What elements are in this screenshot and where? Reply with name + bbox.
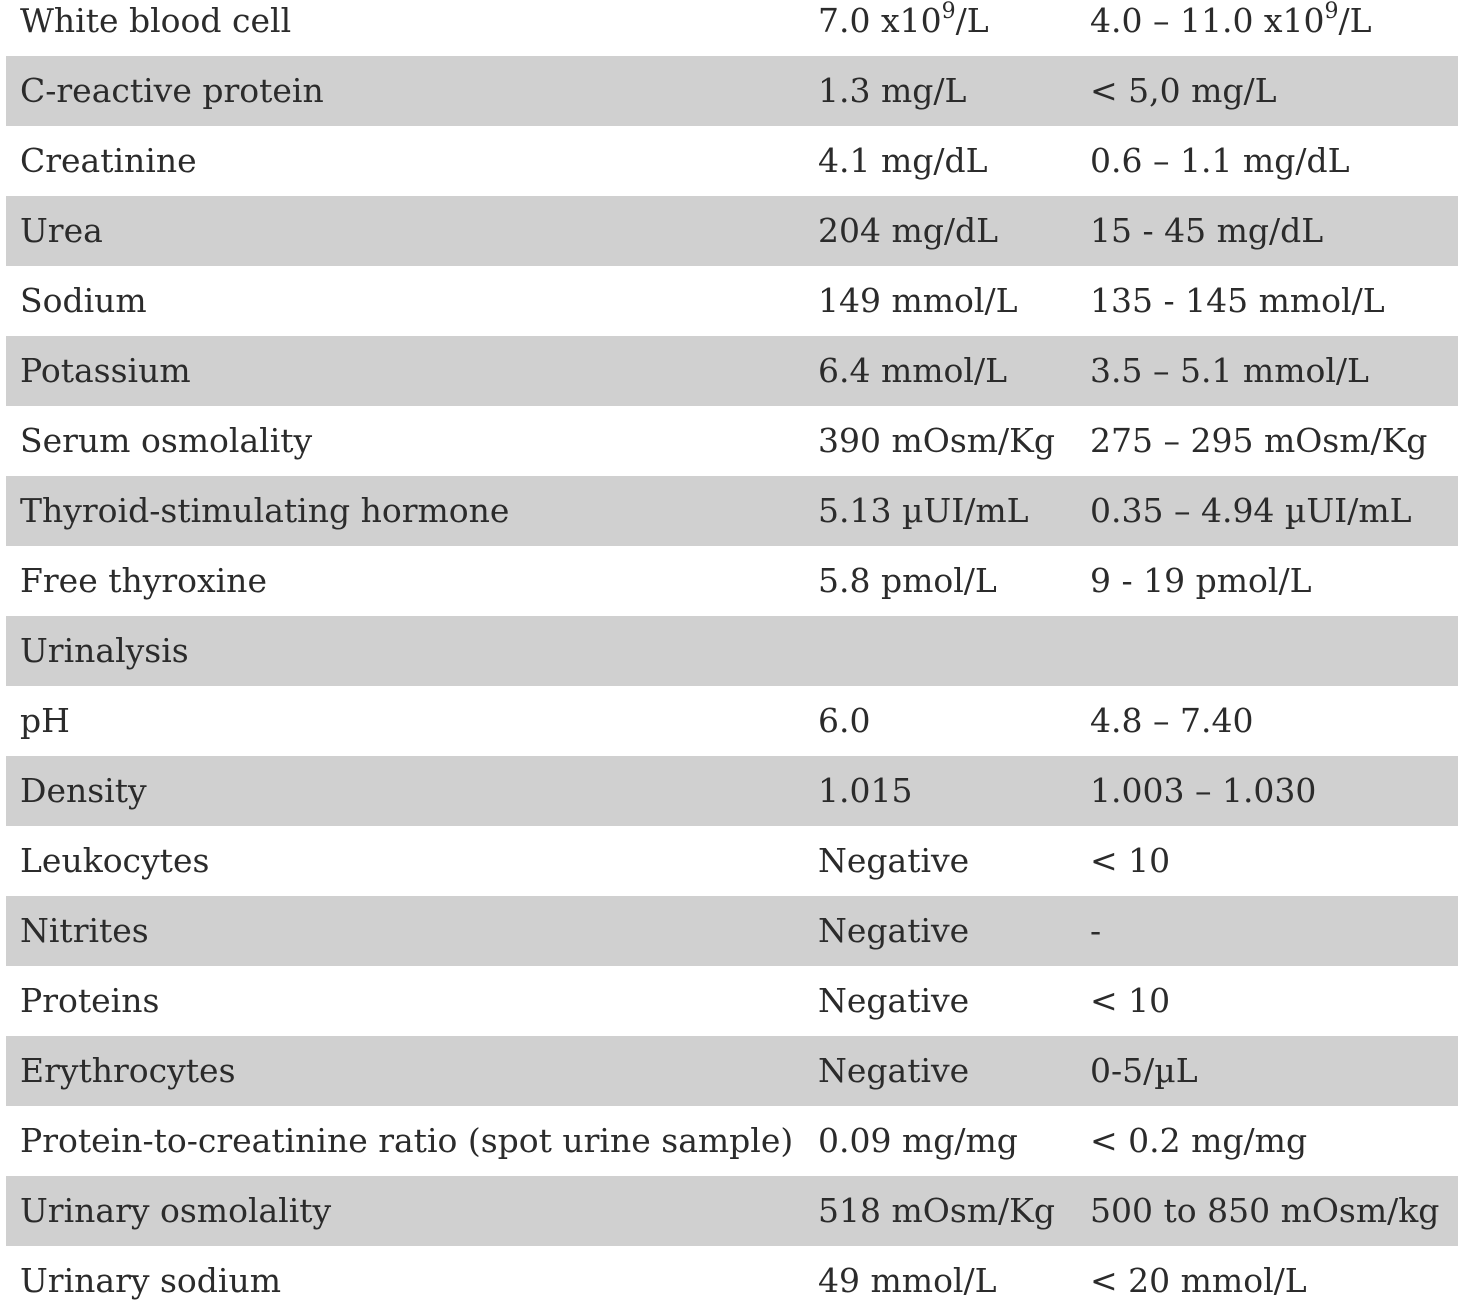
result-value: 6.4 mmol/L — [818, 351, 1008, 390]
reference-range: 0-5/µL — [1090, 1051, 1198, 1090]
reference-range: 4.0 – 11.0 x109/L — [1090, 0, 1372, 41]
section-title: Urinalysis — [20, 631, 189, 670]
table-row: Erythrocytes Negative 0-5/µL — [6, 1036, 1458, 1106]
result-value: 4.1 mg/dL — [818, 141, 988, 180]
test-name: Leukocytes — [20, 841, 210, 880]
test-name: Proteins — [20, 981, 160, 1020]
table-section-header: Urinalysis — [6, 616, 1458, 686]
result-value: 0.09 mg/mg — [818, 1121, 1018, 1160]
result-value: 1.015 — [818, 771, 913, 810]
result-value: 5.8 pmol/L — [818, 561, 997, 600]
table-row: Urinary sodium 49 mmol/L < 20 mmol/L — [6, 1246, 1458, 1316]
test-name: C-reactive protein — [20, 71, 324, 110]
test-name: Sodium — [20, 281, 147, 320]
table-row: Leukocytes Negative < 10 — [6, 826, 1458, 896]
reference-range: 3.5 – 5.1 mmol/L — [1090, 351, 1369, 390]
reference-range: < 20 mmol/L — [1090, 1261, 1307, 1300]
reference-range: 15 - 45 mg/dL — [1090, 211, 1324, 250]
result-value: 7.0 x109/L — [818, 0, 989, 41]
table-row: Proteins Negative < 10 — [6, 966, 1458, 1036]
test-name: Urinary sodium — [20, 1261, 282, 1300]
table-row: Nitrites Negative - — [6, 896, 1458, 966]
test-name: Creatinine — [20, 141, 197, 180]
reference-range: < 5,0 mg/L — [1090, 71, 1277, 110]
test-name: Potassium — [20, 351, 191, 390]
result-value: 518 mOsm/Kg — [818, 1191, 1055, 1230]
table-row: Thyroid-stimulating hormone 5.13 µUI/mL … — [6, 476, 1458, 546]
result-value: 149 mmol/L — [818, 281, 1018, 320]
result-value: Negative — [818, 1051, 970, 1090]
table-row: pH 6.0 4.8 – 7.40 — [6, 686, 1458, 756]
result-value: 49 mmol/L — [818, 1261, 997, 1300]
result-value: Negative — [818, 981, 970, 1020]
result-value: 6.0 — [818, 701, 871, 740]
test-name: Erythrocytes — [20, 1051, 236, 1090]
reference-range: 0.35 – 4.94 µUI/mL — [1090, 491, 1412, 530]
reference-range: 1.003 – 1.030 — [1090, 771, 1317, 810]
reference-range: 9 - 19 pmol/L — [1090, 561, 1312, 600]
test-name: Serum osmolality — [20, 421, 313, 460]
result-value: Negative — [818, 911, 970, 950]
table-row: Protein-to-creatinine ratio (spot urine … — [6, 1106, 1458, 1176]
table-row: White blood cell 7.0 x109/L 4.0 – 11.0 x… — [6, 0, 1458, 56]
result-value: 1.3 mg/L — [818, 71, 967, 110]
result-value: Negative — [818, 841, 970, 880]
test-name: pH — [20, 701, 70, 740]
result-value: 390 mOsm/Kg — [818, 421, 1055, 460]
table-row: Urinary osmolality 518 mOsm/Kg 500 to 85… — [6, 1176, 1458, 1246]
table-row: Urea 204 mg/dL 15 - 45 mg/dL — [6, 196, 1458, 266]
test-name: Urea — [20, 211, 103, 250]
reference-range: < 10 — [1090, 841, 1171, 880]
table-row: Potassium 6.4 mmol/L 3.5 – 5.1 mmol/L — [6, 336, 1458, 406]
test-name: White blood cell — [20, 1, 292, 40]
reference-range: - — [1090, 911, 1102, 950]
test-name: Free thyroxine — [20, 561, 267, 600]
table-row: C-reactive protein 1.3 mg/L < 5,0 mg/L — [6, 56, 1458, 126]
test-name: Density — [20, 771, 147, 810]
table-row: Sodium 149 mmol/L 135 - 145 mmol/L — [6, 266, 1458, 336]
table-row: Density 1.015 1.003 – 1.030 — [6, 756, 1458, 826]
test-name: Nitrites — [20, 911, 149, 950]
table-row: Free thyroxine 5.8 pmol/L 9 - 19 pmol/L — [6, 546, 1458, 616]
lab-results-table: White blood cell 7.0 x109/L 4.0 – 11.0 x… — [6, 0, 1458, 1316]
reference-range: 4.8 – 7.40 — [1090, 701, 1254, 740]
test-name: Urinary osmolality — [20, 1191, 332, 1230]
test-name: Thyroid-stimulating hormone — [20, 491, 510, 530]
reference-range: < 0.2 mg/mg — [1090, 1121, 1308, 1160]
table-row: Serum osmolality 390 mOsm/Kg 275 – 295 m… — [6, 406, 1458, 476]
reference-range: 0.6 – 1.1 mg/dL — [1090, 141, 1350, 180]
reference-range: < 10 — [1090, 981, 1171, 1020]
result-value: 204 mg/dL — [818, 211, 999, 250]
reference-range: 135 - 145 mmol/L — [1090, 281, 1385, 320]
result-value: 5.13 µUI/mL — [818, 491, 1029, 530]
table-row: Creatinine 4.1 mg/dL 0.6 – 1.1 mg/dL — [6, 126, 1458, 196]
test-name: Protein-to-creatinine ratio (spot urine … — [20, 1121, 794, 1160]
reference-range: 275 – 295 mOsm/Kg — [1090, 421, 1428, 460]
reference-range: 500 to 850 mOsm/kg — [1090, 1191, 1440, 1230]
